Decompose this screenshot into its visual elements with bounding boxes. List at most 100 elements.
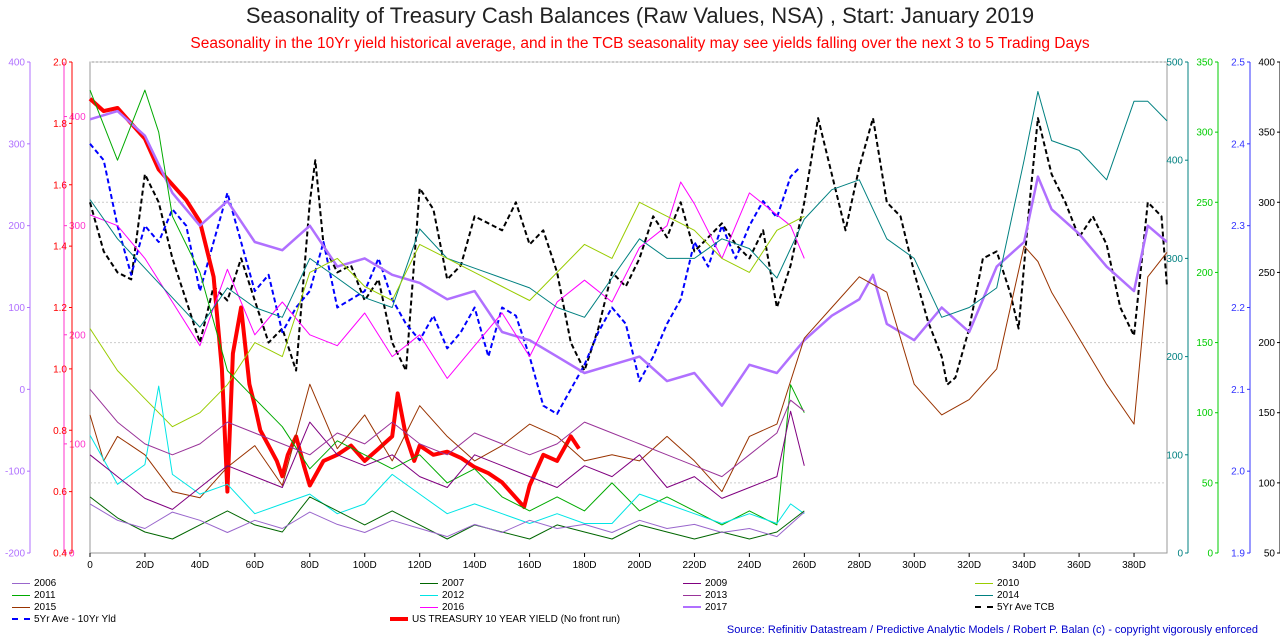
legend-label: 2015 bbox=[34, 602, 57, 613]
black-tick-label: 250 bbox=[1258, 268, 1275, 279]
series-line bbox=[89, 181, 805, 379]
black-tick-label: 100 bbox=[1258, 478, 1275, 489]
legend-swatch bbox=[420, 594, 438, 596]
series-line bbox=[89, 496, 805, 540]
legend-item: 2010 bbox=[975, 578, 1019, 589]
magenta-tick-label: 400 bbox=[69, 112, 86, 123]
x-tick-label: 80D bbox=[301, 560, 319, 571]
legend-item: 2017 bbox=[683, 602, 727, 613]
x-tick-label: 60D bbox=[246, 560, 264, 571]
legend-label: 2010 bbox=[997, 578, 1020, 589]
x-tick-label: 0 bbox=[87, 560, 93, 571]
magenta-tick-label: 0 bbox=[69, 549, 75, 560]
legend-swatch bbox=[12, 618, 30, 621]
legend-label: 2016 bbox=[442, 602, 465, 613]
blue-tick-label: 2.3 bbox=[1231, 221, 1245, 232]
series-line bbox=[89, 388, 805, 478]
source-note: Source: Refinitiv Datastream / Predictiv… bbox=[726, 624, 1258, 636]
lavender-tick-label: 100 bbox=[8, 303, 25, 314]
teal-tick-label: 300 bbox=[1166, 254, 1183, 265]
legend-item: 2014 bbox=[975, 590, 1019, 601]
green-tick-label: 200 bbox=[1196, 268, 1213, 279]
legend-label: 2006 bbox=[34, 578, 57, 589]
legend-label: 2014 bbox=[997, 590, 1020, 601]
x-tick-label: 260D bbox=[792, 560, 816, 571]
legend-item: 2007 bbox=[420, 578, 464, 589]
lavender-tick-label: -200 bbox=[5, 549, 25, 560]
x-tick-label: 220D bbox=[682, 560, 706, 571]
red-tick-label: 1.8 bbox=[53, 119, 67, 130]
magenta-tick-label: 300 bbox=[69, 221, 86, 232]
red-tick-label: 1.0 bbox=[53, 364, 67, 375]
legend-item: 2009 bbox=[683, 578, 727, 589]
legend-item: 5Yr Ave - 10Yr Yld bbox=[12, 614, 116, 625]
black-tick-label: 200 bbox=[1258, 338, 1275, 349]
legend-swatch bbox=[975, 594, 993, 596]
legend-label: 2012 bbox=[442, 590, 465, 601]
x-tick-label: 320D bbox=[957, 560, 981, 571]
legend-label: 2007 bbox=[442, 578, 465, 589]
green-tick-label: 300 bbox=[1196, 128, 1213, 139]
series-line bbox=[89, 109, 1168, 407]
series-line bbox=[89, 503, 805, 538]
series-line bbox=[89, 410, 805, 510]
series-line bbox=[89, 201, 805, 428]
series-line bbox=[89, 385, 805, 524]
lavender-tick-label: 400 bbox=[8, 58, 25, 69]
red-tick-label: 0.8 bbox=[53, 426, 67, 437]
x-tick-label: 280D bbox=[847, 560, 871, 571]
legend-label: 2013 bbox=[705, 590, 728, 601]
series-line bbox=[89, 89, 805, 526]
legend-item: 2016 bbox=[420, 602, 464, 613]
legend-swatch bbox=[420, 606, 438, 608]
legend-label: 5Yr Ave TCB bbox=[997, 602, 1055, 613]
x-tick-label: 160D bbox=[518, 560, 542, 571]
lavender-tick-label: 200 bbox=[8, 221, 25, 232]
plot-area bbox=[89, 61, 1168, 554]
x-tick-label: 20D bbox=[136, 560, 154, 571]
legend-label: 2017 bbox=[705, 602, 728, 613]
teal-tick-label: 100 bbox=[1166, 450, 1183, 461]
x-tick-label: 300D bbox=[902, 560, 926, 571]
magenta-tick-label: 200 bbox=[69, 330, 86, 341]
blue-tick-label: 2.4 bbox=[1231, 139, 1245, 150]
red-tick-label: 1.2 bbox=[53, 303, 67, 314]
x-tick-label: 140D bbox=[463, 560, 487, 571]
chart-title: Seasonality of Treasury Cash Balances (R… bbox=[245, 3, 1035, 28]
lavender-tick-label: 300 bbox=[8, 139, 25, 150]
green-tick-label: 0 bbox=[1207, 549, 1213, 560]
legend-swatch bbox=[683, 582, 701, 584]
black-tick-label: 50 bbox=[1264, 549, 1276, 560]
legend-label: 2011 bbox=[34, 590, 56, 601]
legend-swatch bbox=[683, 594, 701, 596]
blue-tick-label: 2.2 bbox=[1231, 303, 1245, 314]
legend-label: US TREASURY 10 YEAR YIELD (No front run) bbox=[412, 614, 621, 625]
legend-swatch bbox=[975, 582, 993, 584]
legend-swatch bbox=[975, 606, 993, 609]
series-line bbox=[89, 91, 1168, 328]
x-tick-label: 340D bbox=[1012, 560, 1036, 571]
legend-item: 2015 bbox=[12, 602, 56, 613]
red-tick-label: 0.4 bbox=[53, 549, 67, 560]
red-tick-label: 1.4 bbox=[53, 242, 67, 253]
legend-item: 2011 bbox=[12, 590, 56, 601]
legend-label: 2009 bbox=[705, 578, 728, 589]
legend-swatch bbox=[12, 594, 30, 596]
series-line bbox=[88, 97, 581, 509]
lavender-tick-label: 0 bbox=[19, 385, 25, 396]
x-tick-label: 120D bbox=[408, 560, 432, 571]
series-line bbox=[89, 117, 1168, 386]
x-tick-label: 380D bbox=[1122, 560, 1146, 571]
x-tick-label: 180D bbox=[573, 560, 597, 571]
teal-tick-label: 200 bbox=[1166, 352, 1183, 363]
red-tick-label: 0.6 bbox=[53, 487, 67, 498]
legend-label: 5Yr Ave - 10Yr Yld bbox=[34, 614, 116, 625]
series-line bbox=[89, 245, 1168, 499]
black-tick-label: 350 bbox=[1258, 128, 1275, 139]
blue-tick-label: 2.1 bbox=[1231, 385, 1245, 396]
legend-item: 2006 bbox=[12, 578, 56, 589]
blue-tick-label: 1.9 bbox=[1231, 549, 1245, 560]
legend-item: 2013 bbox=[683, 590, 727, 601]
legend-swatch bbox=[12, 582, 30, 584]
